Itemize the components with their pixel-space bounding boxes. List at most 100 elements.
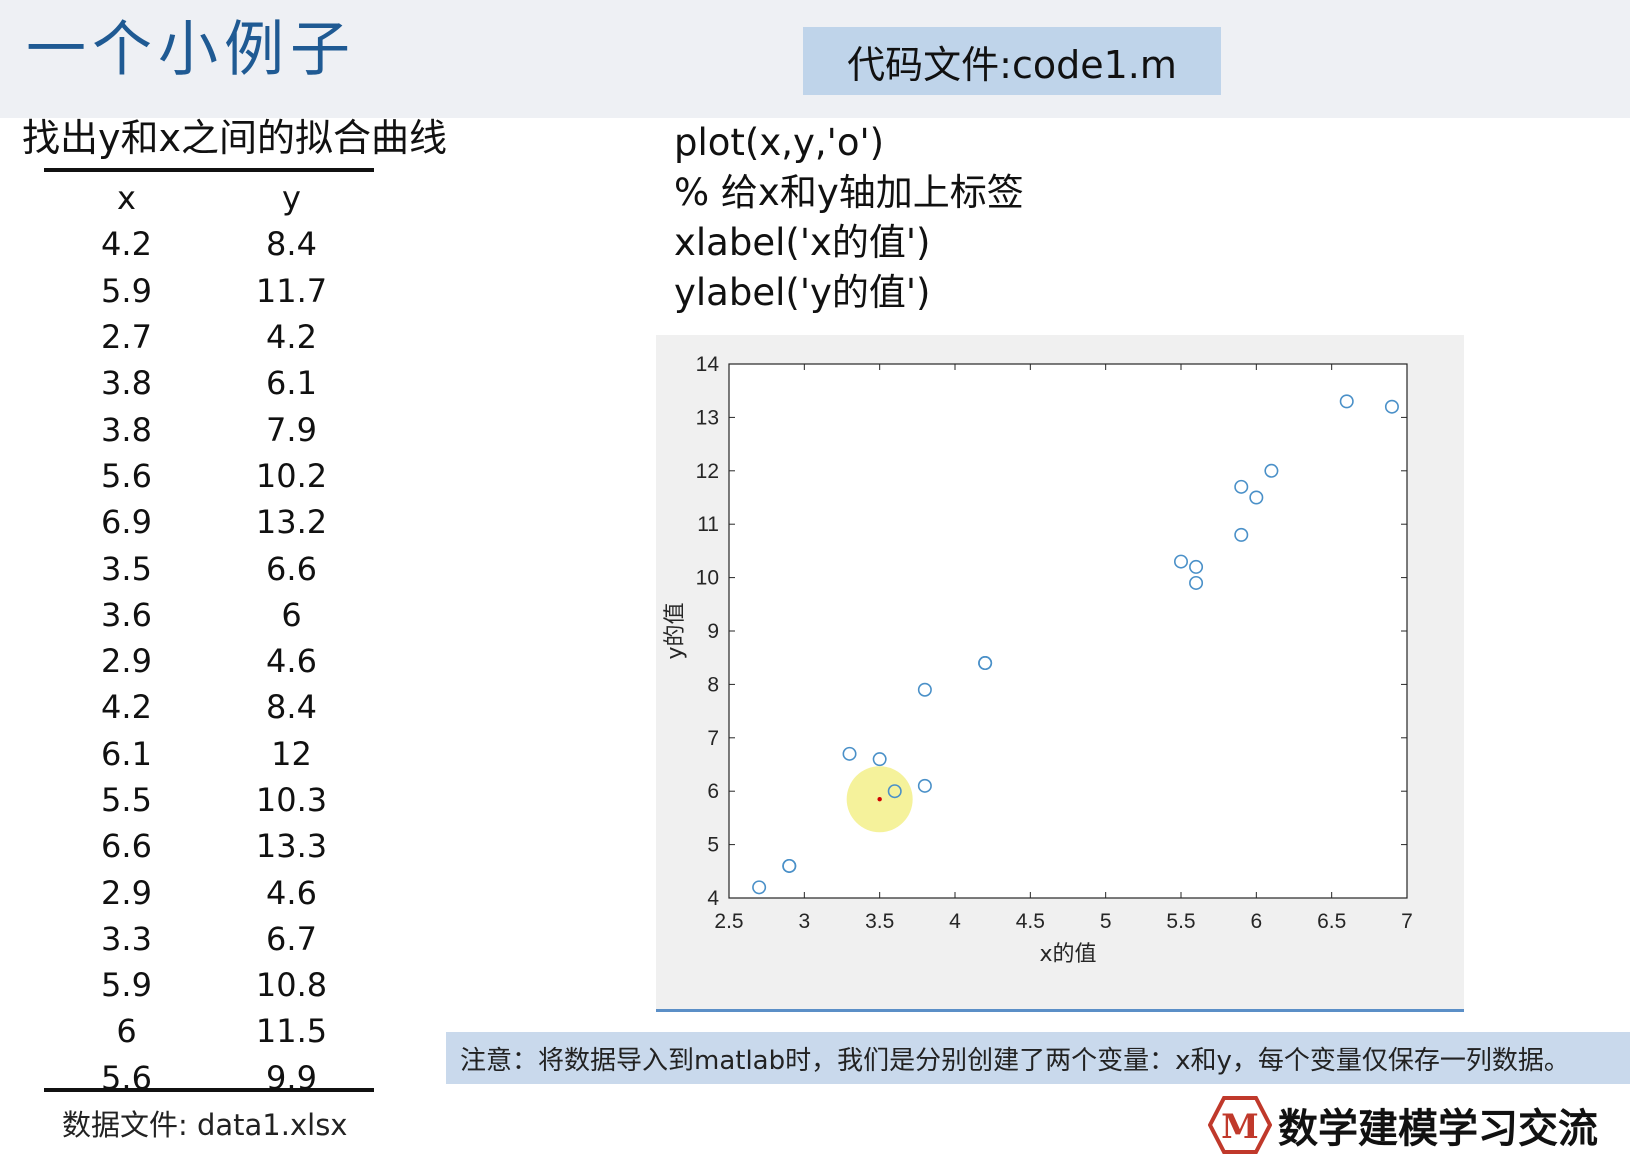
cell-y: 4.6 <box>266 873 317 912</box>
data-point <box>1234 479 1249 494</box>
y-tick-label: 14 <box>696 353 720 376</box>
brand-logo-letter: M <box>1221 1107 1259 1147</box>
table-row: 5.6 9.9 <box>44 1055 374 1101</box>
table-row: 5.5 10.3 <box>44 777 374 823</box>
cell-x: 5.9 <box>101 966 152 1005</box>
y-tick-label: 8 <box>707 673 719 696</box>
cell-x: 3.6 <box>101 595 152 634</box>
y-tick-label: 11 <box>697 513 719 536</box>
data-point <box>1189 575 1204 590</box>
y-axis-label: y的值 <box>663 602 688 659</box>
x-tick-label: 2.5 <box>714 910 743 933</box>
header-x: x <box>117 179 136 218</box>
table-row: 6.6 13.3 <box>44 823 374 869</box>
x-tick-label: 3.5 <box>865 910 894 933</box>
cell-x: 2.9 <box>101 642 152 681</box>
cell-x: 4.2 <box>101 688 152 727</box>
y-tick-label: 7 <box>707 727 719 750</box>
table-row: 2.9 4.6 <box>44 638 374 684</box>
table-row: 3.3 6.7 <box>44 916 374 962</box>
data-point <box>752 880 767 895</box>
y-tick-label: 12 <box>696 460 719 483</box>
data-point <box>842 746 857 761</box>
cell-y: 6.7 <box>266 919 317 958</box>
code-block: plot(x,y,'o') % 给x和y轴加上标签 xlabel('x的值') yla… <box>674 118 1024 318</box>
table-row: 2.7 4.2 <box>44 314 374 360</box>
cell-x: 5.9 <box>101 271 152 310</box>
table-row: 2.9 4.6 <box>44 869 374 915</box>
cell-x: 5.5 <box>101 781 152 819</box>
code-line: % 给x和y轴加上标签 <box>674 171 1024 214</box>
data-point <box>887 784 902 799</box>
table-row: 6.9 13.2 <box>44 499 374 545</box>
data-point <box>917 778 932 793</box>
brand-logo-icon: M <box>1208 1096 1272 1154</box>
header-y: y <box>282 179 301 218</box>
data-file-note: 数据文件: data1.xlsx <box>62 1108 348 1142</box>
cell-y: 7.9 <box>266 410 317 449</box>
table-bottom-rule <box>44 1088 374 1092</box>
data-point <box>1173 554 1188 569</box>
x-tick-label: 3 <box>798 910 810 933</box>
data-point <box>1384 399 1399 414</box>
table-row: 3.6 6 <box>44 592 374 638</box>
data-point <box>1249 490 1264 505</box>
brand: M 数学建模学习交流 <box>1208 1094 1598 1156</box>
data-table: x y 4.2 8.4 5.9 11.7 2.7 4.2 3.8 6.1 3.8 7.9 5.6 10… <box>44 175 374 1101</box>
scatter-chart: 2.5 3 3.5 4 4.5 5 5.5 6 6.5 7 4 5 6 7 8 9 10 11 12 13 14 x的值 y… <box>663 353 1413 967</box>
x-tick-label: 4.5 <box>1016 910 1045 933</box>
cell-y: 11.7 <box>255 271 328 310</box>
cell-y: 13.2 <box>255 503 328 542</box>
x-axis-label: x的值 <box>1039 942 1096 967</box>
cell-x: 4.2 <box>101 225 152 264</box>
cell-x: 2.7 <box>101 318 152 357</box>
plot-panel: 2.5 3 3.5 4 4.5 5 5.5 6 6.5 7 4 5 6 7 8 9 10 11 12 13 14 x的值 y… <box>656 335 1464 1010</box>
y-tick-label: 9 <box>707 620 719 643</box>
cell-y: 6 <box>281 595 302 634</box>
cell-x: 3.8 <box>101 364 152 403</box>
code-line: ylabel('y的值') <box>674 271 931 314</box>
table-row: 4.2 8.4 <box>44 221 374 267</box>
data-point <box>978 656 993 671</box>
table-row: 4.2 8.4 <box>44 684 374 730</box>
cell-y: 10.2 <box>255 456 328 495</box>
y-tick-label: 13 <box>696 406 719 429</box>
data-point <box>1189 559 1204 574</box>
x-tick-label: 7 <box>1401 910 1413 933</box>
cell-y: 4.6 <box>266 642 317 681</box>
cell-y: 8.4 <box>266 688 317 727</box>
cell-x: 5.6 <box>101 456 152 495</box>
plot-bottom-line <box>656 1009 1464 1012</box>
cell-y: 4.2 <box>266 318 317 357</box>
table-row: 3.5 6.6 <box>44 545 374 591</box>
x-tick-label: 5 <box>1100 910 1112 933</box>
data-point <box>1234 527 1249 542</box>
y-tick-label: 4 <box>707 887 719 910</box>
x-tick-label: 6.5 <box>1317 910 1346 933</box>
code-line: xlabel('x的值') <box>674 221 931 264</box>
cell-y: 10.3 <box>255 781 328 819</box>
cell-x: 6.1 <box>101 734 152 773</box>
table-top-rule <box>44 168 374 172</box>
cell-x: 3.5 <box>101 549 152 588</box>
brand-name: 数学建模学习交流 <box>1278 1106 1598 1152</box>
import-note: 注意：将数据导入到matlab时，我们是分别创建了两个变量：x和y，每个变量仅保… <box>446 1032 1630 1084</box>
cursor-dot <box>877 797 882 802</box>
cell-x: 3.8 <box>101 410 152 449</box>
cell-y: 6.6 <box>266 549 317 588</box>
cell-x: 3.3 <box>101 919 152 958</box>
task-description: 找出y和x之间的拟合曲线 <box>22 116 447 160</box>
table-row: 3.8 7.9 <box>44 406 374 452</box>
table-row: 6.1 12 <box>44 731 374 777</box>
table-row: 6 11.5 <box>44 1008 374 1054</box>
plot-area <box>728 363 1408 899</box>
table-header-row: x y <box>44 175 374 221</box>
y-tick-label: 10 <box>696 567 719 590</box>
x-tick-label: 6 <box>1250 910 1262 933</box>
cell-y: 11.5 <box>255 1012 328 1051</box>
data-point <box>782 858 797 873</box>
table-row: 5.9 10.8 <box>44 962 374 1008</box>
cell-y: 13.3 <box>255 827 328 866</box>
cell-y: 10.8 <box>255 966 328 1005</box>
cell-y: 8.4 <box>266 225 317 264</box>
